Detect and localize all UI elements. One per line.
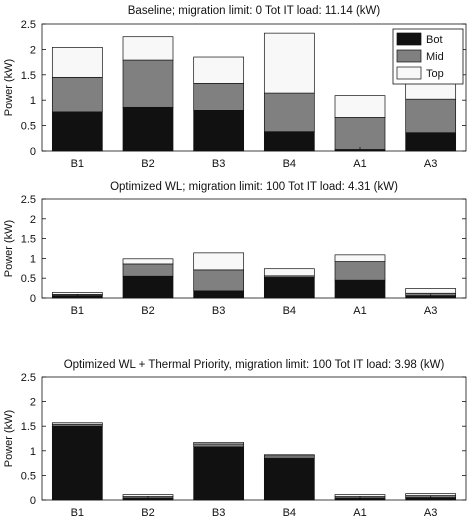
- y-tick-label: 1.5: [21, 421, 36, 433]
- bar-bot-b3: [193, 110, 245, 152]
- bar-mid-b2: [122, 263, 174, 277]
- x-tick-label: B3: [212, 158, 225, 170]
- y-axis-label: Power (kW): [3, 59, 15, 116]
- y-axis-label: Power (kW): [3, 410, 15, 467]
- plot-frame: [41, 198, 467, 299]
- chart-panel-3: Optimized WL + Thermal Priority, migrati…: [3, 359, 467, 519]
- bar-top-a1: [334, 95, 386, 118]
- y-tick-label: 0.5: [21, 121, 36, 133]
- x-tick-label: A1: [353, 158, 366, 170]
- bar-mid-a3: [405, 98, 457, 134]
- y-tick-label: 1: [30, 95, 36, 107]
- x-tick-label: A1: [353, 507, 366, 519]
- bar-top-b4: [263, 268, 315, 277]
- bar-top-b2: [122, 36, 174, 61]
- bar-top-a1: [334, 254, 386, 262]
- bar-top-b4: [263, 454, 315, 457]
- bar-mid-b1: [51, 76, 103, 113]
- y-tick-label: 0: [30, 146, 36, 158]
- bar-top-b3: [193, 56, 245, 84]
- y-tick-label: 2: [30, 214, 36, 226]
- bar-top-a3: [405, 288, 457, 294]
- x-tick-label: B1: [71, 305, 84, 317]
- legend-swatch-top: [396, 66, 422, 80]
- y-tick-label: 1: [30, 446, 36, 458]
- bar-mid-b4: [263, 455, 315, 459]
- y-tick-label: 0.5: [21, 273, 36, 285]
- bar-mid-b4: [263, 92, 315, 133]
- bar-top-b3: [193, 252, 245, 271]
- y-tick-label: 1.5: [21, 234, 36, 246]
- legend-label-mid: Mid: [426, 51, 444, 63]
- chart-panel-2: Optimized WL; migration limit: 100 Tot I…: [3, 181, 467, 317]
- x-tick-label: B4: [283, 507, 296, 519]
- bar-bot-b3: [193, 446, 245, 501]
- legend-label-bot: Bot: [426, 34, 443, 46]
- x-tick-label: B2: [141, 305, 154, 317]
- x-tick-label: B4: [283, 305, 296, 317]
- y-tick-label: 2.5: [21, 19, 36, 31]
- bar-top-a3: [405, 493, 457, 496]
- bar-top-b1: [51, 47, 103, 78]
- bar-mid-a1: [334, 117, 386, 150]
- x-tick-label: A3: [424, 158, 437, 170]
- bar-bot-b1: [51, 111, 103, 152]
- x-tick-label: B3: [212, 305, 225, 317]
- y-tick-label: 0.5: [21, 470, 36, 482]
- plot-frame: [41, 23, 467, 152]
- y-tick-label: 2.5: [21, 372, 36, 384]
- bar-bot-b4: [263, 457, 315, 501]
- bar-top-b1: [51, 422, 103, 425]
- bar-bot-b2: [122, 106, 174, 152]
- x-tick-label: A3: [424, 305, 437, 317]
- x-tick-label: A3: [424, 507, 437, 519]
- chart-title: Optimized WL; migration limit: 100 Tot I…: [110, 181, 398, 193]
- bar-top-b4: [263, 32, 315, 94]
- y-tick-label: 0: [30, 293, 36, 305]
- y-tick-label: 2: [30, 44, 36, 56]
- x-tick-label: B2: [141, 507, 154, 519]
- chart-title: Baseline; migration limit: 0 Tot IT load…: [128, 5, 381, 17]
- y-tick-label: 0: [30, 495, 36, 507]
- bar-top-b2: [122, 258, 174, 265]
- chart-title: Optimized WL + Thermal Priority, migrati…: [64, 359, 445, 371]
- y-tick-label: 2: [30, 397, 36, 409]
- x-tick-label: B1: [71, 158, 84, 170]
- legend-swatch-bot: [396, 32, 422, 46]
- bar-mid-b3: [193, 443, 245, 448]
- bar-mid-a1: [334, 261, 386, 281]
- bar-top-b3: [193, 442, 245, 445]
- x-tick-label: B2: [141, 158, 154, 170]
- legend-swatch-mid: [396, 49, 422, 63]
- y-tick-label: 1: [30, 253, 36, 265]
- x-tick-label: B3: [212, 507, 225, 519]
- bar-mid-b3: [193, 83, 245, 111]
- y-axis-label: Power (kW): [3, 220, 15, 277]
- x-tick-label: B4: [283, 158, 296, 170]
- y-tick-label: 1.5: [21, 70, 36, 82]
- x-tick-label: A1: [353, 305, 366, 317]
- y-tick-label: 2.5: [21, 194, 36, 206]
- x-tick-label: B1: [71, 507, 84, 519]
- bar-bot-b1: [51, 425, 103, 501]
- legend-label-top: Top: [426, 68, 444, 80]
- bar-mid-b2: [122, 59, 174, 108]
- bar-mid-b3: [193, 269, 245, 292]
- chart-panel-1: Baseline; migration limit: 0 Tot IT load…: [3, 5, 467, 170]
- plot-frame: [41, 376, 467, 501]
